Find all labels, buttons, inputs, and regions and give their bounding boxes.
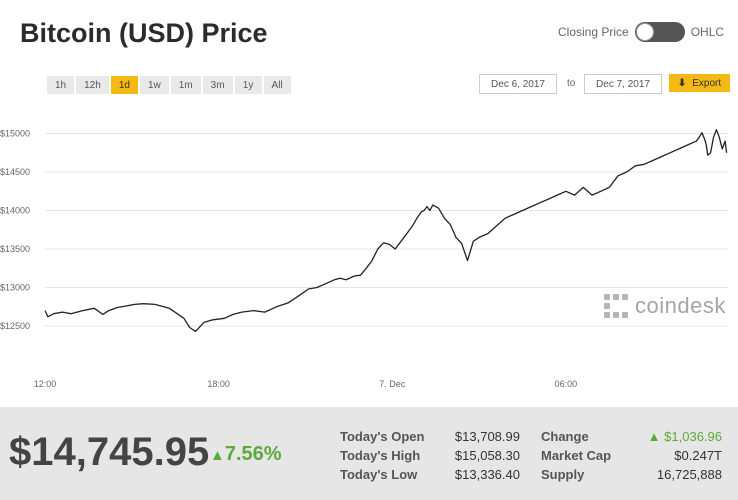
- y-tick-label: $13500: [0, 244, 30, 254]
- y-tick-label: $12500: [0, 321, 30, 331]
- range-1h-button[interactable]: 1h: [47, 76, 75, 94]
- todays-low-label: Today's Low: [340, 467, 418, 482]
- change-up-icon: ▲: [647, 429, 665, 444]
- down-arrow-icon: ⬇: [677, 77, 687, 89]
- up-triangle-icon: ▲: [210, 447, 225, 464]
- change-value: ▲ $1,036.96: [648, 429, 722, 444]
- range-1y-button[interactable]: 1y: [234, 76, 262, 94]
- range-all-button[interactable]: All: [263, 76, 291, 94]
- price-summary-panel: $14,745.95 ▲7.56% Today's Open $13,708.9…: [0, 407, 738, 500]
- coindesk-brand: coindesk: [603, 293, 726, 319]
- todays-high-label: Today's High: [340, 448, 421, 463]
- supply-value: 16,725,888: [656, 467, 722, 482]
- toggle-knob: [635, 23, 654, 41]
- y-tick-label: $14500: [0, 167, 30, 177]
- change-percent-value: 7.56%: [224, 443, 282, 465]
- x-tick-label: 12:00: [34, 379, 57, 389]
- price-mode-toggle-group: Closing Price OHLC: [558, 20, 724, 44]
- change-label: Change: [541, 429, 589, 444]
- price-series-line: [44, 129, 728, 333]
- coindesk-wordmark: coindesk: [635, 293, 726, 318]
- y-tick-label: $15000: [0, 129, 30, 139]
- page-title: Bitcoin (USD) Price: [20, 18, 268, 48]
- price-change-percent: ▲7.56%: [210, 443, 282, 466]
- y-axis-ticks: $12500 $13000 $13500 $14000 $14500 $15000: [0, 129, 30, 332]
- date-to-input[interactable]: [584, 74, 662, 94]
- chart-gridlines: [45, 133, 728, 327]
- price-chart: $12500 $13000 $13500 $14000 $14500 $15000 12:…: [0, 129, 728, 389]
- todays-open-label: Today's Open: [340, 429, 425, 444]
- date-to-separator: to: [567, 78, 576, 89]
- range-3m-button[interactable]: 3m: [202, 76, 233, 94]
- x-tick-label: 7. Dec: [379, 379, 406, 389]
- todays-low-value: $13,336.40: [454, 467, 520, 482]
- y-tick-label: $14000: [0, 206, 30, 216]
- current-price: $14,745.95: [9, 430, 210, 474]
- price-mode-toggle[interactable]: [634, 22, 685, 42]
- x-axis-ticks: 12:00 18:00 7. Dec 06:00: [34, 379, 577, 389]
- y-tick-label: $13000: [0, 283, 30, 293]
- supply-label: Supply: [541, 467, 585, 482]
- date-from-input[interactable]: [479, 74, 557, 94]
- range-1m-button[interactable]: 1m: [170, 76, 201, 94]
- time-range-selector: 1h 12h 1d 1w 1m 3m 1y All: [47, 76, 291, 94]
- x-tick-label: 18:00: [207, 379, 230, 389]
- export-label: Export: [692, 77, 722, 89]
- range-12h-button[interactable]: 12h: [76, 76, 109, 94]
- coindesk-logo-icon: [604, 294, 628, 318]
- range-1d-button[interactable]: 1d: [110, 76, 138, 94]
- market-cap-label: Market Cap: [541, 448, 612, 463]
- change-amount: $1,036.96: [664, 429, 722, 444]
- todays-open-value: $13,708.99: [454, 429, 520, 444]
- range-1w-button[interactable]: 1w: [139, 76, 169, 94]
- export-button[interactable]: ⬇ Export: [669, 74, 730, 92]
- ohlc-label: OHLC: [690, 25, 725, 39]
- todays-high-value: $15,058.30: [454, 448, 520, 463]
- x-tick-label: 06:00: [555, 379, 578, 389]
- closing-price-label: Closing Price: [558, 25, 629, 39]
- market-cap-value: $0.247T: [674, 448, 722, 463]
